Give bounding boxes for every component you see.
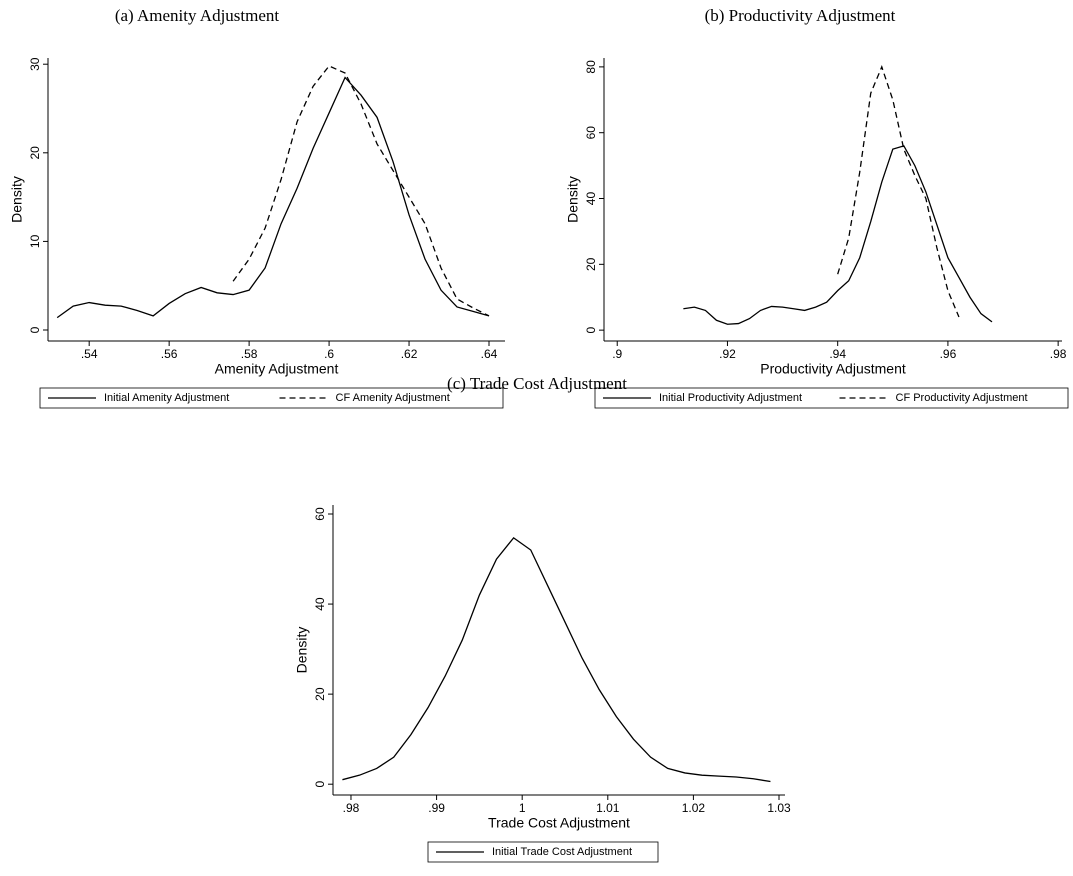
legend-box	[39, 387, 504, 409]
density-line	[232, 65, 490, 317]
y-tick-label: 0	[28, 326, 42, 333]
x-tick-label: .6	[324, 347, 334, 361]
density-line	[683, 145, 993, 325]
x-tick-label: .56	[161, 347, 178, 361]
y-axis-title: Density	[565, 176, 581, 223]
y-tick-label: 30	[28, 57, 42, 71]
x-tick-label: 1.02	[682, 801, 706, 815]
y-axis-title: Density	[9, 176, 25, 223]
legend-label: CF Productivity Adjustment	[896, 392, 1028, 404]
x-tick-label: 1.03	[767, 801, 791, 815]
x-tick-label: .54	[81, 347, 98, 361]
y-tick-label: 20	[28, 146, 42, 160]
x-axis-title: Productivity Adjustment	[760, 361, 906, 377]
y-tick-label: 0	[313, 781, 327, 788]
y-tick-label: 80	[584, 60, 598, 74]
x-tick-label: .94	[829, 347, 846, 361]
y-tick-label: 20	[584, 257, 598, 271]
y-tick-label: 40	[313, 597, 327, 611]
y-tick-label: 40	[584, 192, 598, 206]
x-tick-label: .98	[343, 801, 360, 815]
y-axis-title: Density	[294, 627, 310, 674]
y-tick-label: 60	[584, 126, 598, 140]
x-tick-label: .99	[428, 801, 445, 815]
x-tick-label: .9	[612, 347, 622, 361]
x-tick-label: .96	[940, 347, 957, 361]
x-tick-label: .98	[1050, 347, 1067, 361]
x-axis-title: Trade Cost Adjustment	[488, 815, 630, 831]
chart-title: (c) Trade Cost Adjustment	[447, 374, 627, 393]
x-tick-label: .58	[241, 347, 258, 361]
x-tick-label: 1.01	[596, 801, 620, 815]
density-line	[342, 536, 771, 783]
x-axis-title: Amenity Adjustment	[215, 361, 339, 377]
y-tick-label: 10	[28, 234, 42, 248]
x-tick-label: .64	[481, 347, 498, 361]
legend-box	[594, 387, 1069, 409]
x-tick-label: 1	[519, 801, 526, 815]
legend-label: Initial Productivity Adjustment	[659, 392, 802, 404]
y-tick-label: 0	[584, 326, 598, 333]
density-line	[56, 76, 490, 319]
x-tick-label: .62	[401, 347, 418, 361]
chart-title: (a) Amenity Adjustment	[115, 6, 280, 25]
legend-label: Initial Amenity Adjustment	[104, 392, 229, 404]
chart-title: (b) Productivity Adjustment	[705, 6, 896, 25]
legend-box	[427, 841, 659, 863]
y-tick-label: 20	[313, 687, 327, 701]
legend-label: CF Amenity Adjustment	[336, 392, 450, 404]
density-line	[837, 65, 960, 318]
y-tick-label: 60	[313, 507, 327, 521]
legend-label: Initial Trade Cost Adjustment	[492, 846, 632, 858]
x-tick-label: .92	[719, 347, 736, 361]
